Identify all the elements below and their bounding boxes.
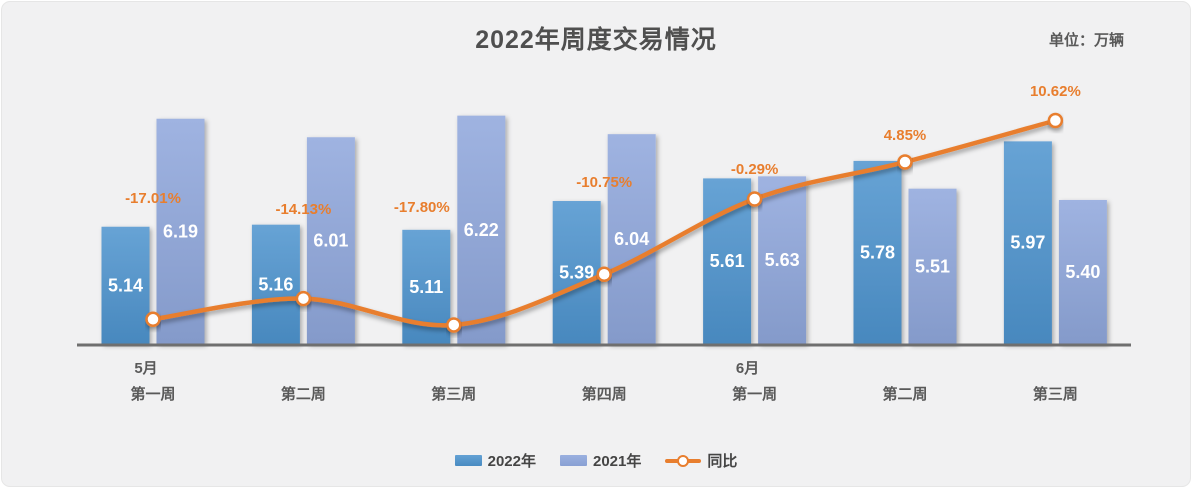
yoy-label-group-3: -17.80% xyxy=(394,199,450,216)
x-tick-month-6月: 6月 xyxy=(736,360,759,377)
x-axis-labels: 第一周 第二周 第三周 第四周 第一周 第二周 第三周 5月 6月 xyxy=(130,360,1077,403)
bar-2021-group-4 xyxy=(607,134,656,344)
yoy-point-group-7 xyxy=(1047,112,1064,129)
value-label-2022-group-4: 5.39 xyxy=(559,263,594,283)
x-tick-month-5月: 5月 xyxy=(134,360,157,377)
bar-2022-group-4 xyxy=(552,201,601,344)
value-label-2022-group-3: 5.11 xyxy=(409,277,443,297)
yoy-label-group-4: -10.75% xyxy=(576,174,632,191)
yoy-point-group-6 xyxy=(897,154,913,170)
bar-2021-group-2 xyxy=(306,137,355,344)
yoy-point-group-3 xyxy=(446,317,462,333)
bar-2021-group-6 xyxy=(908,188,957,344)
bar-2021-group-7 xyxy=(1058,199,1107,344)
legend-item-2022: 2022年 xyxy=(454,450,536,471)
bar-2021-group-1 xyxy=(156,118,205,344)
value-label-2021-group-7: 5.40 xyxy=(1065,262,1100,282)
bar-2022-group-1 xyxy=(101,226,150,344)
yoy-label-group-2: -14.13% xyxy=(275,201,331,218)
value-label-2021-group-5: 5.63 xyxy=(765,250,800,270)
x-tick-week-7: 第三周 xyxy=(1033,385,1078,403)
yoy-point-group-1 xyxy=(145,311,161,328)
yoy-point-group-5 xyxy=(746,191,763,207)
bar-2022-group-7 xyxy=(1003,141,1052,344)
value-label-2022-group-1: 5.14 xyxy=(108,275,143,295)
value-label-2021-group-1: 6.19 xyxy=(163,221,198,241)
legend-label-yoy: 同比 xyxy=(707,453,738,470)
legend: 2022年 2021年 同比 xyxy=(2,450,1190,471)
value-label-2022-group-7: 5.97 xyxy=(1010,233,1045,253)
legend-item-2021: 2021年 xyxy=(559,450,642,471)
yoy-label-group-5: -0.29% xyxy=(731,161,779,178)
bar-2021-group-3 xyxy=(457,115,506,344)
combo-chart: 5.14 6.19 5.16 6.01 5.11 6.22 5.39 6.04 5.61 5.63… xyxy=(77,83,1131,403)
value-label-2022-group-2: 5.16 xyxy=(258,274,293,294)
yoy-label-group-7: 10.62% xyxy=(1030,83,1081,100)
legend-line-marker-icon xyxy=(665,454,702,468)
unit-label: 单位：万辆 xyxy=(1048,32,1124,49)
yoy-point-group-2 xyxy=(295,290,312,307)
chart-title: 2022年周度交易情况 xyxy=(475,26,717,54)
bars-group: 5.14 6.19 5.16 6.01 5.11 6.22 5.39 6.04 5.61 5.63… xyxy=(101,115,1107,344)
value-label-2021-group-4: 6.04 xyxy=(614,229,649,249)
legend-item-yoy: 同比 xyxy=(665,450,737,471)
x-tick-week-4: 第四周 xyxy=(582,385,627,403)
value-label-2022-group-5: 5.61 xyxy=(710,251,745,271)
bar-2022-group-2 xyxy=(251,224,300,344)
yoy-point-group-4 xyxy=(596,266,612,282)
value-label-2021-group-6: 5.51 xyxy=(915,256,950,276)
legend-swatch-2022 xyxy=(454,455,482,466)
x-tick-week-3: 第三周 xyxy=(431,385,476,403)
x-tick-week-2: 第二周 xyxy=(281,385,326,403)
value-label-2021-group-2: 6.01 xyxy=(313,231,348,251)
legend-swatch-2021 xyxy=(559,455,587,466)
x-tick-week-6: 第二周 xyxy=(882,385,927,403)
x-tick-week-1: 第一周 xyxy=(130,385,175,403)
legend-label-2021: 2021年 xyxy=(592,453,642,470)
yoy-label-group-6: 4.85% xyxy=(884,127,927,144)
x-tick-week-5: 第一周 xyxy=(732,385,777,403)
yoy-label-group-1: -17.01% xyxy=(125,190,181,207)
yoy-line-group: -17.01% -14.13% -17.80% -10.75% -0.29% 4.85% 1… xyxy=(125,83,1081,333)
legend-label-2022: 2022年 xyxy=(487,453,536,470)
bar-2022-group-6 xyxy=(853,160,902,344)
bar-2021-group-5 xyxy=(758,176,807,344)
value-label-2021-group-3: 6.22 xyxy=(464,220,499,240)
value-label-2022-group-6: 5.78 xyxy=(860,242,895,262)
